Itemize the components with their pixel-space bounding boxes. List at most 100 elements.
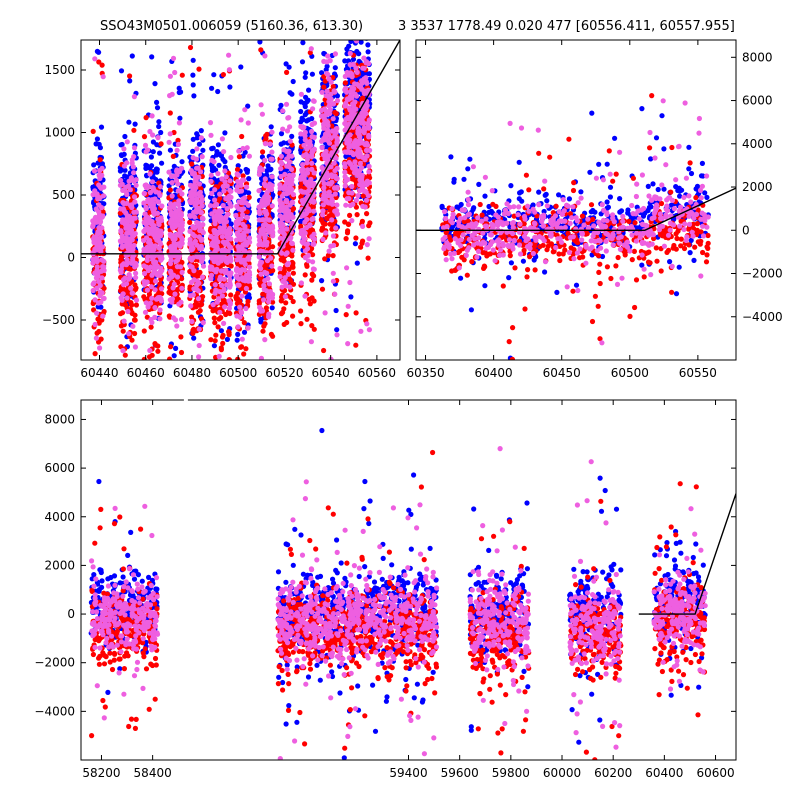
data-point [353,0,358,5]
data-point [218,315,224,321]
data-point [91,237,97,243]
data-point [132,312,138,318]
data-point [128,285,134,291]
data-point [178,334,184,340]
data-point [179,269,185,275]
data-point [226,235,232,242]
data-point [148,324,154,330]
data-point [176,518,181,523]
data-point [244,184,250,190]
data-point [322,256,328,262]
data-point [171,240,177,246]
data-point [269,174,275,180]
data-point [277,265,283,272]
data-point [211,343,217,349]
data-point [191,277,197,283]
data-point [133,297,140,303]
data-point [153,259,159,265]
data-point [133,182,139,188]
data-point [189,318,195,325]
data-point [224,336,230,342]
data-point [220,202,226,209]
data-point [192,304,198,310]
data-point [123,387,128,392]
data-point [246,269,252,275]
data-point [92,297,98,303]
data-point [100,74,106,80]
data-point [208,233,214,240]
data-point [282,275,288,281]
data-point [122,275,128,281]
data-point [96,202,102,208]
data-point [288,294,294,301]
data-point [131,127,137,133]
data-point [283,61,289,67]
data-point [96,447,101,452]
data-point [120,377,125,382]
data-point [285,187,291,193]
data-point [241,230,247,236]
data-point [131,317,138,323]
data-point [242,257,248,263]
data-point [209,440,214,445]
data-point [257,40,263,45]
data-point [180,387,185,392]
data-point [152,305,158,311]
data-point [290,313,296,319]
data-point [291,384,296,389]
data-point [330,253,336,259]
data-point [219,334,226,340]
data-point [220,72,226,78]
data-point [235,296,241,302]
data-point [310,106,316,112]
data-point [214,149,220,155]
data-point [142,553,147,558]
data-point [269,129,275,135]
data-point [358,244,364,250]
data-point [208,132,214,138]
data-point [153,189,159,195]
data-point [149,253,155,259]
data-point [213,332,219,338]
data-point [258,259,265,265]
data-point [118,229,124,235]
data-point [95,316,101,322]
data-point [298,131,304,137]
data-point [132,121,138,127]
data-point [241,329,248,335]
data-point [119,389,124,394]
data-point [157,150,163,156]
data-point [281,140,287,146]
data-point [191,335,197,341]
data-point [149,272,155,278]
data-point [221,392,226,397]
data-point [217,274,223,280]
data-point [90,287,96,294]
data-point [235,216,241,222]
data-point [214,395,219,400]
data-point [215,142,221,148]
data-point [119,181,125,187]
data-point [214,299,220,305]
data-point [178,396,183,401]
data-point [196,354,202,360]
data-point [269,3,274,8]
data-point [95,304,101,310]
data-point [221,221,227,227]
data-point [266,299,272,305]
data-point [96,225,102,231]
data-point [256,188,262,194]
data-point [311,170,317,176]
data-point [261,297,267,303]
data-point [219,254,226,260]
data-point [264,189,270,195]
data-point [260,226,266,232]
data-point [209,146,215,152]
data-point [124,160,130,166]
data-point [270,299,276,305]
data-point [219,293,225,299]
data-point [238,206,244,212]
data-point [283,300,289,306]
data-point [226,67,232,73]
data-point [226,305,232,311]
